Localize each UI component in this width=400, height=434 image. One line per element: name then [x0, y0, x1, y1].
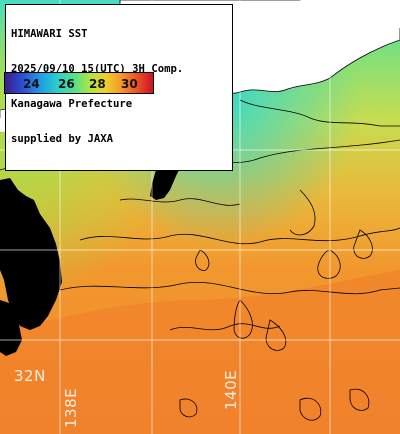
colorbar-tick: 30 — [121, 77, 138, 91]
latitude-label: 32N — [14, 367, 46, 385]
colorbar-tick: 24 — [23, 77, 40, 91]
longitude-label-west: 138E — [62, 387, 80, 428]
product-title: HIMAWARI SST — [11, 28, 88, 41]
warm-water-band — [0, 270, 400, 434]
observation-time: 2025/09/10 15(UTC) 3H Comp. — [11, 62, 184, 75]
data-provider: supplied by JAXA — [11, 132, 114, 145]
region-name: Kanagawa Prefecture — [11, 97, 133, 110]
cloud-patch-west — [0, 178, 62, 330]
land-mass-northeast — [300, 0, 400, 42]
colorbar-tick: 26 — [58, 77, 75, 91]
cloud-patch-southwest — [0, 300, 22, 356]
colorbar-tick: 28 — [89, 77, 106, 91]
longitude-label-east: 140E — [222, 369, 240, 410]
temperature-colorbar: 24 26 28 30 — [4, 72, 154, 94]
